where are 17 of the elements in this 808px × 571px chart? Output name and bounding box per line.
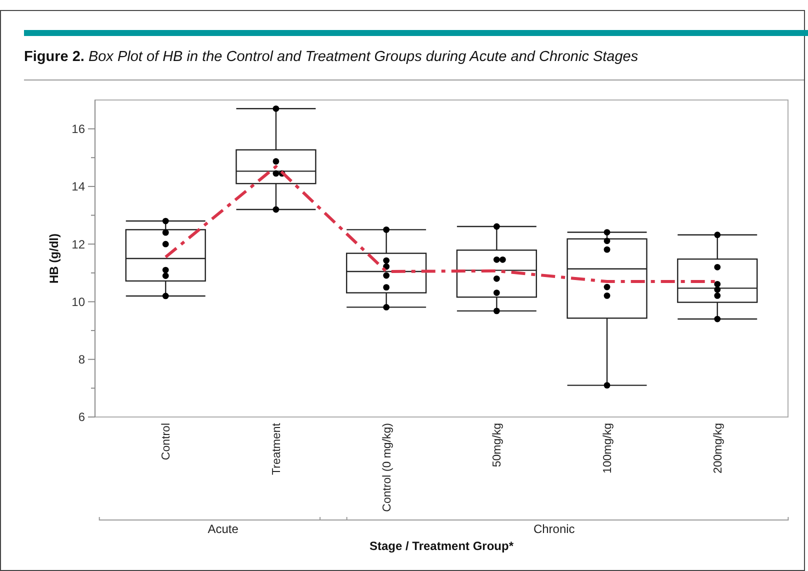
y-tick-label: 8 <box>78 352 86 367</box>
x-tick-label: 50mg/kg <box>492 423 504 468</box>
text: Chronic <box>533 522 575 536</box>
x-tick-label: 200mg/kg <box>712 423 724 474</box>
y-tick-label: 16 <box>72 122 86 136</box>
x-tick-label: Treatment <box>270 422 283 475</box>
y-tick-label: 12 <box>72 237 86 252</box>
text: Acute <box>208 522 239 536</box>
x-tick-label: Control (0 mg/kg) <box>381 422 394 512</box>
y-tick-label: 14 <box>72 180 86 194</box>
y-axis-title: HB (g/dl) <box>47 234 61 284</box>
chart-title: Figure 2. Box Plot of HB in the Control and Treatment Groups during Acute and Chronic Stages <box>24 49 638 65</box>
x-axis-title: Stage / Treatment Group* <box>369 539 514 553</box>
y-tick-label: 10 <box>72 294 86 309</box>
x-tick-label: 100mg/kg <box>602 423 614 474</box>
x-tick-label: Control <box>160 423 173 460</box>
y-tick-label: 6 <box>78 410 86 424</box>
